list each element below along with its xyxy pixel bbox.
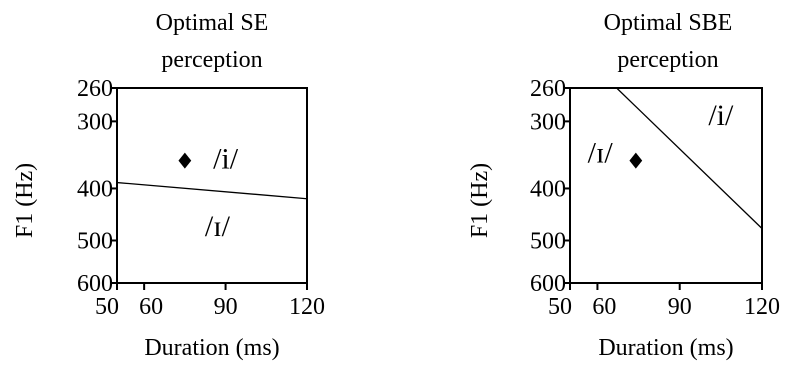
- y-tick-label: 400: [77, 176, 113, 202]
- y-tick-label: 260: [530, 76, 566, 102]
- y-tick-label: 600: [77, 271, 113, 297]
- x-axis-label: Duration (ms): [598, 335, 733, 361]
- region-label: /ɪ/: [588, 137, 614, 170]
- x-tick-label: 90: [214, 294, 238, 320]
- category-boundary-line: [616, 87, 763, 229]
- y-axis-label: F1 (Hz): [467, 163, 493, 238]
- category-boundary-line: [116, 181, 308, 200]
- optimal-point-marker: [178, 152, 192, 169]
- y-tick-label: 300: [77, 109, 113, 135]
- y-axis-label: F1 (Hz): [12, 163, 38, 238]
- x-axis-label: Duration (ms): [144, 335, 279, 361]
- x-tick-label: 120: [289, 294, 325, 320]
- y-tick-label: 500: [530, 228, 566, 254]
- chart-title-line-1: Optimal SBE: [604, 10, 733, 36]
- region-label: /ɪ/: [205, 210, 231, 243]
- region-label: /i/: [708, 99, 734, 132]
- x-tick-label: 120: [744, 294, 780, 320]
- x-tick-label: 90: [668, 294, 692, 320]
- x-tick-label: 60: [592, 294, 616, 320]
- y-tick-label: 260: [77, 76, 113, 102]
- y-tick-label: 500: [77, 228, 113, 254]
- chart-title-line-1: Optimal SE: [156, 10, 269, 36]
- optimal-point-marker: [629, 152, 643, 169]
- y-tick-label: 600: [530, 271, 566, 297]
- region-label: /i/: [213, 143, 239, 176]
- y-tick-label: 400: [530, 176, 566, 202]
- chart-title-line-2: perception: [617, 47, 718, 73]
- x-tick-label: 60: [139, 294, 163, 320]
- chart-title-line-2: perception: [161, 47, 262, 73]
- plot-frame: [116, 87, 308, 284]
- x-tick-label: 50: [548, 294, 572, 320]
- x-tick-label: 50: [95, 294, 119, 320]
- plot-frame: [569, 87, 763, 284]
- y-tick-label: 300: [530, 109, 566, 135]
